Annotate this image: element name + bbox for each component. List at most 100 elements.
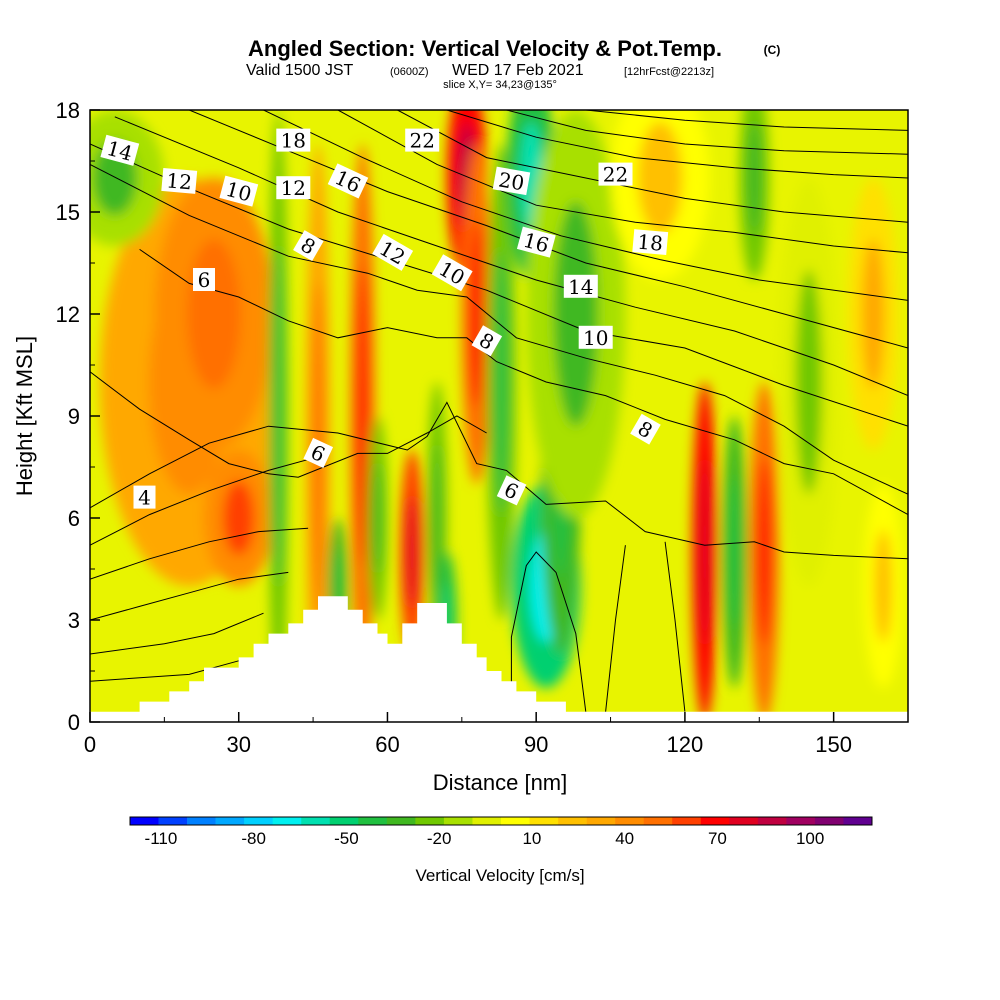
colorbar-tick-label: -80 <box>241 829 266 848</box>
theta-contour-5 <box>90 401 908 560</box>
contour-label-box <box>161 167 198 194</box>
colorbar-swatch <box>586 817 616 825</box>
vv-cell-core-21 <box>728 477 741 627</box>
contour-label-box <box>133 485 156 509</box>
contour-label-1: 12 <box>161 167 198 194</box>
contour-label-box <box>293 230 324 262</box>
colorbar-swatch <box>843 817 873 825</box>
colorbar-frame <box>129 816 873 826</box>
colorbar-swatch <box>301 817 331 825</box>
colorbar-swatch <box>814 817 844 825</box>
contour-label-4: 12 <box>276 176 311 200</box>
contour-label-box <box>405 128 440 152</box>
contour-label-text: 22 <box>409 129 434 153</box>
colorbar-swatch <box>529 817 559 825</box>
vv-cell-core-14 <box>494 251 509 513</box>
contour-label-text: 12 <box>165 168 192 194</box>
contour-label-text: 10 <box>583 326 608 350</box>
vv-cell-core-26 <box>874 529 893 643</box>
contour-label-box <box>219 175 259 207</box>
contour-label-text: 4 <box>138 486 151 510</box>
colorbar-swatch <box>729 817 759 825</box>
colorbar-tick-label: 100 <box>796 829 824 848</box>
x-tick-label: 150 <box>815 732 852 757</box>
colorbar-swatch <box>501 817 530 825</box>
vv-cell-core-23 <box>747 121 762 235</box>
contour-label-10: 20 <box>492 166 531 196</box>
contour-label-box <box>276 128 311 152</box>
contour-label-box <box>578 325 613 349</box>
colorbar-swatch <box>329 817 359 825</box>
theta-contour-11 <box>90 163 908 495</box>
colorbar-tick-label: -110 <box>145 829 178 848</box>
contour-label-box <box>431 254 473 292</box>
colorbar-swatch <box>757 817 787 825</box>
slice-info: slice X,Y= 34,23@135° <box>443 79 557 91</box>
contour-label-19: 6 <box>303 437 334 469</box>
contour-label-box <box>630 413 661 445</box>
vv-cell-core-7 <box>357 266 369 566</box>
contour-label-17: 8 <box>471 325 503 357</box>
vv-cell-core-24 <box>795 269 823 495</box>
colorbar-swatch <box>672 817 702 825</box>
vv-cell-core-13 <box>469 220 484 408</box>
y-tick-label: 6 <box>68 506 80 531</box>
valid-time-c: WED 17 Feb 2021 <box>452 62 584 79</box>
contour-label-text: 20 <box>497 167 526 195</box>
x-tick-label: 60 <box>375 732 399 757</box>
colorbar-swatch <box>443 817 473 825</box>
theta-contour-19 <box>506 110 908 155</box>
theta-contour-3 <box>90 527 309 580</box>
contour-label-15: 10 <box>578 325 613 350</box>
contour-label-box <box>598 162 633 186</box>
contour-label-box <box>327 163 369 199</box>
y-tick-label: 18 <box>56 98 80 123</box>
x-axis-label: Distance [nm] <box>433 770 568 795</box>
vertical-velocity-field <box>90 110 904 722</box>
contour-label-16: 6 <box>193 268 215 292</box>
x-tick-label: 120 <box>667 732 704 757</box>
chart-title-units: (C) <box>764 43 781 57</box>
contour-label-text: 18 <box>636 230 663 256</box>
contour-label-box <box>471 325 503 357</box>
y-axis-label: Height [Kft MSL] <box>12 336 37 496</box>
theta-contour-13 <box>114 116 908 397</box>
theta-contour-9 <box>664 541 686 712</box>
y-tick-label: 0 <box>68 710 80 735</box>
y-tick-label: 12 <box>56 302 80 327</box>
x-tick-label: 90 <box>524 732 548 757</box>
y-tick-label: 3 <box>68 608 80 633</box>
theta-contour-15 <box>263 110 908 301</box>
colorbar-swatch <box>415 817 445 825</box>
vv-cell-core-9 <box>406 495 418 609</box>
colorbar-swatch <box>386 817 416 825</box>
y-tick-label: 9 <box>68 404 80 429</box>
theta-contour-17 <box>397 110 908 223</box>
vv-cell-core-4 <box>273 247 283 585</box>
contour-label-box <box>492 166 531 196</box>
vv-cell-core-18 <box>553 201 599 427</box>
contour-label-21: 4 <box>133 485 156 510</box>
chart-title: Angled Section: Vertical Velocity & Pot.… <box>248 36 722 61</box>
contour-label-12: 22 <box>598 162 633 187</box>
colorbar-swatch <box>187 817 216 825</box>
terrain-mask <box>90 596 908 722</box>
theta-contour-20 <box>585 110 908 131</box>
colorbar-swatch <box>786 817 816 825</box>
colorbar-tick-label: 70 <box>708 829 727 848</box>
contour-label-text: 18 <box>281 129 306 153</box>
contour-label-box <box>372 233 414 271</box>
colorbar-swatch <box>215 817 245 825</box>
vv-cell-core-20 <box>699 458 711 646</box>
valid-time-d: [12hrFcst@2213z] <box>624 66 714 78</box>
axes: 0 30 60 90 120 150 0 3 6 9 12 15 18 <box>56 98 852 757</box>
x-tick-label: 30 <box>226 732 250 757</box>
colorbar-swatch <box>615 817 644 825</box>
colorbar-swatch <box>130 817 159 825</box>
colorbar: -110 -80 -50 -20 10 40 70 100 <box>129 816 873 848</box>
vv-cell-core-10 <box>432 443 442 593</box>
x-tick-label: 0 <box>84 732 96 757</box>
